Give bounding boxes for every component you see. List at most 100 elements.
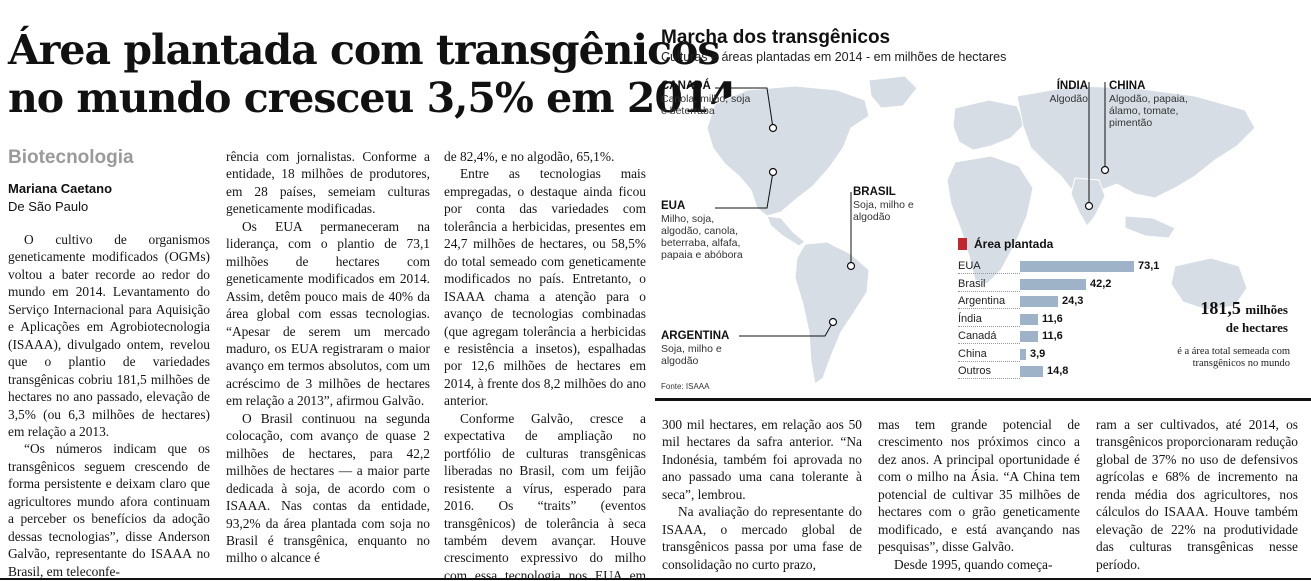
country-crops: Canola, milho, soja e beterraba	[661, 93, 751, 117]
country-crops: Soja, milho e algodão	[661, 343, 722, 367]
bar	[1020, 296, 1058, 307]
paragraph: de 82,4%, e no algodão, 65,1%.	[444, 149, 615, 164]
bar-row: Brasil 42,2	[958, 276, 1168, 294]
article-column-3: de 82,4%, e no algodão, 65,1%. Entre as …	[444, 148, 646, 579]
country-name: BRASIL	[853, 186, 896, 198]
bar-row: EUA 73,1	[958, 258, 1168, 276]
page-bottom-rule	[0, 578, 1311, 580]
map-africa	[946, 155, 1034, 285]
section-label: Biotecnologia	[8, 147, 134, 168]
article-column-4: 300 mil hectares, em relação aos 50 mil …	[662, 416, 862, 579]
paragraph: O Brasil continuou na segunda colocação,…	[226, 410, 430, 566]
total-unit: de hectares	[1225, 320, 1288, 335]
author-name: Mariana Caetano	[8, 181, 113, 196]
map-north-america	[706, 85, 870, 217]
map-asia	[1016, 85, 1256, 205]
marker-india	[1084, 201, 1094, 211]
country-crops: Algodão	[1049, 93, 1088, 105]
paragraph: O cultivo de organismos geneticamente mo…	[8, 232, 210, 439]
bar	[1020, 313, 1038, 325]
country-name: CANADÁ	[661, 80, 711, 92]
marker-eua	[768, 167, 778, 177]
infographic-bottom-rule	[655, 398, 1311, 401]
bar	[1020, 331, 1038, 342]
country-label-argentina: ARGENTINA Soja, milho e algodão	[661, 330, 741, 367]
country-crops: Algodão, papaia, álamo, tomate, pimentão	[1109, 93, 1188, 129]
article-column-1: O cultivo de organismos geneticamente mo…	[8, 231, 210, 579]
marker-canada	[768, 123, 778, 133]
country-name: ARGENTINA	[661, 330, 730, 342]
total-description: é a área total semeada com transgênicos …	[1177, 346, 1290, 369]
country-label-china: CHINA Algodão, papaia, álamo, tomate, pi…	[1109, 80, 1201, 129]
bar-value-label: 3,9	[1030, 347, 1046, 360]
bar-category-label: Brasil	[958, 278, 1020, 292]
bar-row: Argentina 24,3	[958, 293, 1168, 311]
headline: Área plantada com transgênicos no mundo …	[8, 26, 738, 122]
article-column-6: ram a ser cultivados, até 2014, os trans…	[1096, 416, 1298, 579]
leader-line-canada	[715, 87, 774, 129]
map-greenland	[868, 75, 918, 109]
dateline: De São Paulo	[8, 199, 89, 214]
bar-row: Canadá 11,6	[958, 328, 1168, 346]
paragraph: rência com jornalistas. Conforme a entid…	[226, 149, 430, 217]
legend-swatch	[958, 238, 967, 250]
bar	[1020, 278, 1086, 290]
map-europe	[952, 99, 1026, 151]
paragraph: “Os números indicam que os transgênicos …	[8, 441, 210, 579]
total-value: 181,5	[1200, 298, 1241, 318]
bar	[1020, 261, 1134, 272]
source-note: Fonte: ISAAA	[661, 382, 710, 391]
article-column-5: mas tem grande potencial de crescimento …	[878, 416, 1080, 579]
country-label-eua: EUA Milho, soja, algodão, canola, beterr…	[661, 200, 749, 261]
paragraph: Na avaliação do representante do ISAAA, …	[662, 504, 862, 572]
world-map	[706, 75, 1256, 385]
chart-legend: Área plantada	[958, 237, 1053, 251]
total-callout: 181,5 milhões	[1150, 298, 1288, 319]
bar-row: Outros 14,8	[958, 363, 1168, 381]
leader-line-argentina	[739, 321, 834, 337]
bar-category-label: Outros	[958, 365, 1020, 379]
map-australia	[1170, 257, 1248, 311]
bar-row: China 3,9	[958, 346, 1168, 364]
bar-value-label: 14,8	[1047, 365, 1069, 377]
bar-row: Índia 11,6	[958, 311, 1168, 329]
article-column-2: rência com jornalistas. Conforme a entid…	[226, 148, 430, 579]
bar-value-label: 11,6	[1042, 330, 1063, 342]
paragraph: Conforme Galvão, cresce a expectativa de…	[444, 410, 646, 579]
country-crops: Milho, soja, algodão, canola, beterraba,…	[661, 213, 743, 261]
country-label-canada: CANADÁ Canola, milho, soja e beterraba	[661, 80, 751, 117]
bar-value-label: 24,3	[1062, 295, 1084, 307]
bar-chart: EUA 73,1 Brasil 42,2 Argentina 24,3 Índia 11,6 C…	[958, 258, 1168, 381]
paragraph: Os EUA permaneceram na liderança, com o …	[226, 218, 430, 409]
country-crops: Soja, milho e algodão	[853, 199, 914, 223]
paragraph: 300 mil hectares, em relação aos 50 mil …	[662, 417, 862, 502]
bar	[1020, 348, 1026, 360]
paragraph: Desde 1995, quando começa-	[894, 556, 1053, 572]
bar-category-label: China	[958, 348, 1020, 362]
headline-line-1: Área plantada com transgênicos	[8, 26, 720, 74]
headline-line-2: no mundo cresceu 3,5% em 2014	[8, 74, 738, 122]
leader-line-eua	[715, 171, 774, 209]
country-name: ÍNDIA	[1056, 80, 1088, 92]
legend-label: Área plantada	[974, 237, 1054, 251]
infographic-subtitle: Culturas e áreas plantadas em 2014 - em …	[661, 50, 1007, 64]
total-unit-inline: milhões	[1245, 302, 1288, 317]
country-name: EUA	[661, 200, 686, 212]
marker-argentina	[828, 317, 838, 327]
map-india	[1070, 177, 1106, 227]
paragraph: mas tem grande potencial de crescimento …	[878, 417, 1080, 555]
bar-value-label: 73,1	[1138, 260, 1160, 272]
paragraph: Entre as tecnologias mais empregadas, o …	[444, 166, 646, 409]
marker-brasil	[846, 261, 856, 271]
bar-category-label: Canadá	[958, 330, 1020, 344]
bar-value-label: 42,2	[1090, 277, 1112, 290]
bar-category-label: Índia	[958, 313, 1020, 327]
bar-value-label: 11,6	[1042, 312, 1063, 325]
bar-category-label: Argentina	[958, 295, 1020, 309]
country-label-brasil: BRASIL Soja, milho e algodão	[853, 186, 943, 223]
country-name: CHINA	[1109, 80, 1146, 92]
country-label-india: ÍNDIA Algodão	[1040, 80, 1088, 105]
infographic-title: Marcha dos transgênicos	[661, 27, 891, 48]
bar	[1020, 366, 1043, 377]
marker-china	[1100, 165, 1110, 175]
